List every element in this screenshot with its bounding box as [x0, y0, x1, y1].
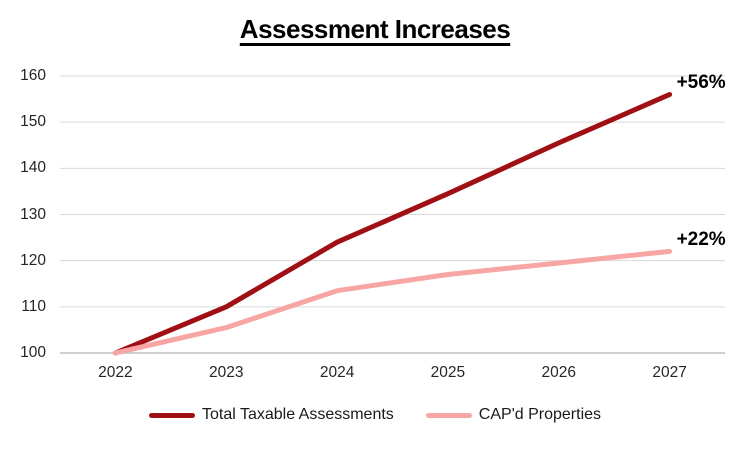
y-tick-label: 120	[20, 251, 46, 269]
legend-item-0: Total Taxable Assessments	[148, 406, 394, 424]
series-end-label: +56%	[676, 72, 726, 94]
x-tick-label: 2025	[430, 364, 466, 381]
y-tick-label: 100	[20, 344, 46, 361]
series-end-label: +22%	[676, 229, 726, 251]
y-tick-label: 140	[20, 159, 46, 177]
legend-label: Total Taxable Assessments	[201, 406, 394, 423]
legend-item-1: CAP'd Properties	[425, 406, 602, 424]
x-tick-label: 2027	[652, 364, 687, 381]
y-tick-label: 150	[20, 113, 46, 131]
series-line-0	[112, 92, 673, 356]
y-tick-label: 160	[20, 67, 46, 84]
chart-title: Assessment Increases	[239, 14, 511, 44]
chart-legend: Total Taxable Assessments CAP'd Propertie…	[0, 406, 750, 424]
legend-line-swatch	[148, 412, 195, 418]
legend-line-swatch	[425, 412, 472, 418]
series-line-1	[112, 248, 673, 356]
x-tick-label: 2022	[98, 364, 133, 381]
x-tick-label: 2024	[319, 364, 355, 381]
y-tick-label: 130	[20, 205, 46, 223]
x-tick-label: 2023	[209, 364, 244, 381]
y-tick-label: 110	[21, 297, 46, 315]
x-tick-label: 2026	[541, 364, 576, 381]
legend-label: CAP'd Properties	[478, 406, 602, 423]
